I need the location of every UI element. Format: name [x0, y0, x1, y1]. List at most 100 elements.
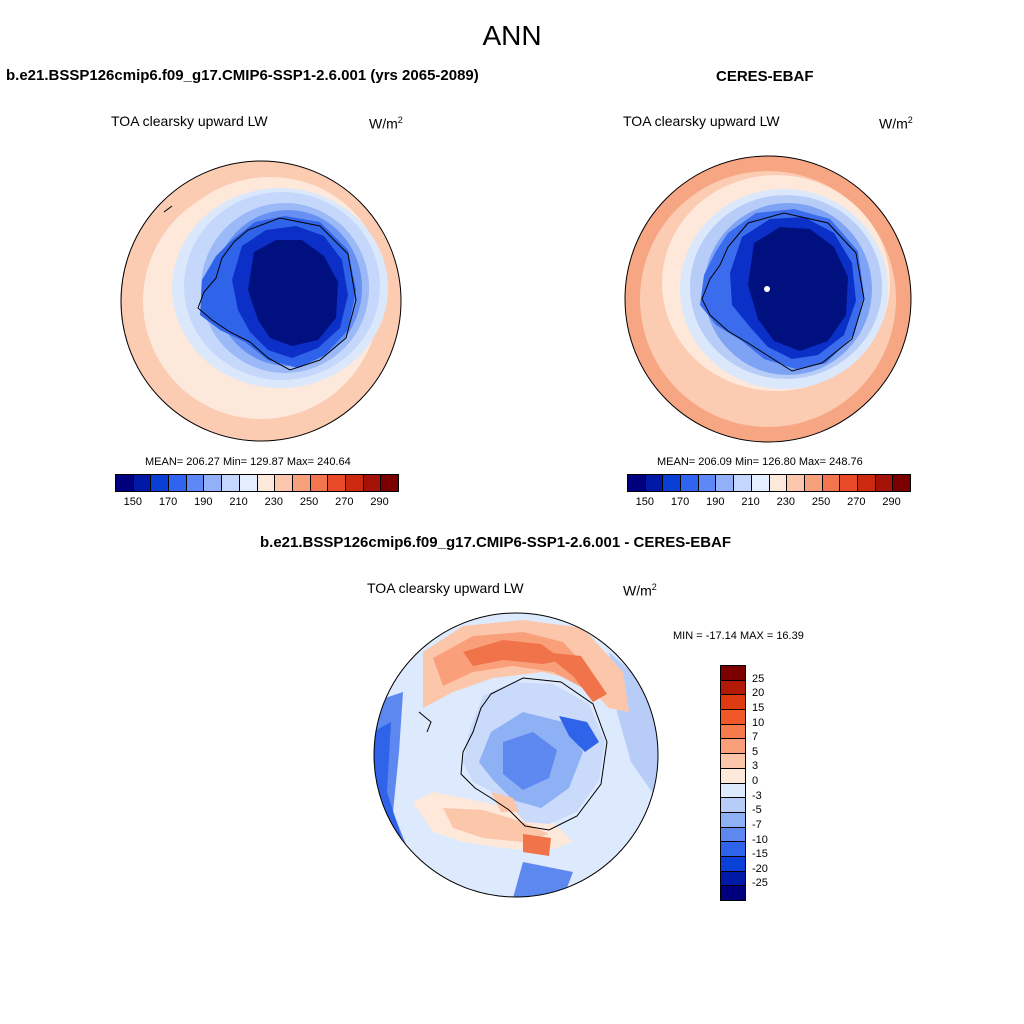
model-colorbar-swatch: [328, 475, 346, 491]
obs-colorbar: [627, 474, 911, 492]
diff-colorbar-swatch: [721, 783, 745, 799]
obs-colorbar-swatch: [857, 475, 876, 491]
diff-colorbar-tick-label: 15: [752, 701, 765, 714]
diff-colorbar-swatch: [721, 754, 745, 769]
model-variable-label: TOA clearsky upward LW: [111, 113, 268, 129]
model-polar-map: [120, 160, 402, 442]
obs-colorbar-swatch: [734, 475, 752, 491]
obs-polar-map: [624, 155, 912, 443]
model-colorbar-swatch: [151, 475, 170, 491]
diff-colorbar-swatch: [721, 724, 745, 740]
model-colorbar-swatch: [186, 475, 205, 491]
diff-panel-title: b.e21.BSSP126cmip6.f09_g17.CMIP6-SSP1-2.…: [260, 534, 732, 551]
model-colorbar-tick-label: 150: [123, 496, 142, 508]
diff-colorbar-swatch: [721, 695, 745, 711]
model-colorbar-tick-label: 170: [158, 496, 178, 508]
obs-colorbar-swatch: [787, 475, 805, 491]
obs-colorbar-swatch: [822, 475, 841, 491]
model-stats: MEAN= 206.27 Min= 129.87 Max= 240.64: [145, 456, 351, 468]
obs-colorbar-swatch: [698, 475, 717, 491]
model-colorbar-tick-label: 190: [194, 496, 213, 508]
model-units: W/m2: [369, 115, 403, 132]
obs-colorbar-swatch: [804, 475, 823, 491]
model-colorbar-tick-label: 210: [229, 496, 248, 508]
diff-colorbar-tick-label: 20: [752, 687, 765, 700]
model-colorbar-swatch: [345, 475, 364, 491]
diff-colorbar-ticks: 25 20 15 10 7 5 3 0 -3 -5 -7 -10 -15 -20 -25: [752, 665, 792, 899]
model-colorbar-swatch: [257, 475, 276, 491]
model-colorbar-swatch: [363, 475, 382, 491]
diff-colorbar-swatch: [721, 827, 745, 843]
main-title: ANN: [482, 20, 542, 51]
obs-colorbar-swatch: [681, 475, 699, 491]
model-colorbar-tick-label: 250: [299, 496, 319, 508]
model-colorbar-swatch: [381, 475, 398, 491]
diff-colorbar-tick-label: -25: [752, 877, 768, 890]
model-colorbar-swatch: [292, 475, 311, 491]
diff-colorbar-swatch: [721, 886, 745, 900]
diff-units: W/m2: [623, 582, 657, 599]
diff-colorbar-swatch: [721, 680, 745, 696]
diff-colorbar-tick-label: -15: [752, 848, 768, 861]
diff-colorbar-swatch: [721, 710, 745, 725]
diff-variable-label: TOA clearsky upward LW: [367, 580, 524, 596]
obs-colorbar-tick-label: 170: [670, 496, 690, 508]
model-colorbar-swatch: [222, 475, 240, 491]
diff-colorbar-swatch: [721, 856, 745, 872]
model-colorbar-swatch: [133, 475, 152, 491]
diff-colorbar-swatch: [721, 871, 745, 887]
diff-colorbar-tick-label: 7: [752, 731, 759, 744]
obs-colorbar-tick-label: 250: [811, 496, 831, 508]
diff-colorbar-swatch: [721, 842, 745, 857]
obs-colorbar-tick-label: 290: [882, 496, 901, 508]
model-colorbar-tick-label: 230: [264, 496, 283, 508]
obs-colorbar-swatch: [716, 475, 735, 491]
diff-colorbar-tick-label: 5: [752, 745, 759, 758]
model-colorbar-tick-label: 290: [370, 496, 389, 508]
obs-colorbar-swatch: [751, 475, 770, 491]
diff-colorbar-tick-label: -20: [752, 862, 768, 875]
obs-colorbar-swatch: [628, 475, 646, 491]
diff-colorbar-tick-label: -5: [752, 804, 762, 817]
obs-stats: MEAN= 206.09 Min= 126.80 Max= 248.76: [657, 456, 863, 468]
obs-colorbar-swatch: [840, 475, 858, 491]
model-colorbar-swatch: [310, 475, 329, 491]
obs-colorbar-tick-label: 270: [847, 496, 866, 508]
diff-colorbar-tick-label: -7: [752, 818, 762, 831]
diff-stats: MIN = -17.14 MAX = 16.39: [673, 630, 804, 642]
diff-colorbar-tick-label: -3: [752, 789, 762, 802]
model-colorbar: [115, 474, 399, 492]
diff-colorbar-swatch: [721, 812, 745, 828]
obs-colorbar-tick-label: 150: [635, 496, 654, 508]
diff-colorbar-swatch: [721, 768, 745, 784]
model-colorbar-swatch: [275, 475, 293, 491]
obs-colorbar-swatch: [875, 475, 894, 491]
model-colorbar-swatch: [116, 475, 134, 491]
diff-colorbar-swatch: [721, 666, 745, 681]
diff-colorbar-tick-label: 0: [752, 775, 759, 787]
diff-colorbar-swatch: [721, 798, 745, 813]
model-colorbar-swatch: [169, 475, 187, 491]
model-colorbar-swatch: [204, 475, 223, 491]
obs-colorbar-swatch: [769, 475, 788, 491]
model-panel-title: b.e21.BSSP126cmip6.f09_g17.CMIP6-SSP1-2.…: [6, 67, 479, 84]
obs-colorbar-tick-label: 230: [776, 496, 795, 508]
model-colorbar-ticks: 150 170 190 210 230 250 270 290: [115, 496, 397, 510]
obs-panel-title: CERES-EBAF: [716, 68, 814, 85]
model-colorbar-swatch: [239, 475, 258, 491]
obs-colorbar-ticks: 150 170 190 210 230 250 270 290: [627, 496, 909, 510]
obs-colorbar-tick-label: 190: [706, 496, 725, 508]
obs-units: W/m2: [879, 115, 913, 132]
diff-colorbar-swatch: [721, 739, 745, 755]
diff-polar-map: [373, 612, 659, 898]
diff-colorbar-tick-label: 10: [752, 716, 765, 729]
obs-colorbar-swatch: [893, 475, 910, 491]
obs-colorbar-tick-label: 210: [741, 496, 760, 508]
diff-colorbar-tick-label: 3: [752, 760, 759, 773]
diff-colorbar: [720, 665, 746, 901]
obs-variable-label: TOA clearsky upward LW: [623, 113, 780, 129]
model-colorbar-tick-label: 270: [335, 496, 354, 508]
obs-colorbar-swatch: [663, 475, 682, 491]
diff-colorbar-tick-label: -10: [752, 833, 768, 846]
diff-colorbar-tick-label: 25: [752, 672, 765, 685]
